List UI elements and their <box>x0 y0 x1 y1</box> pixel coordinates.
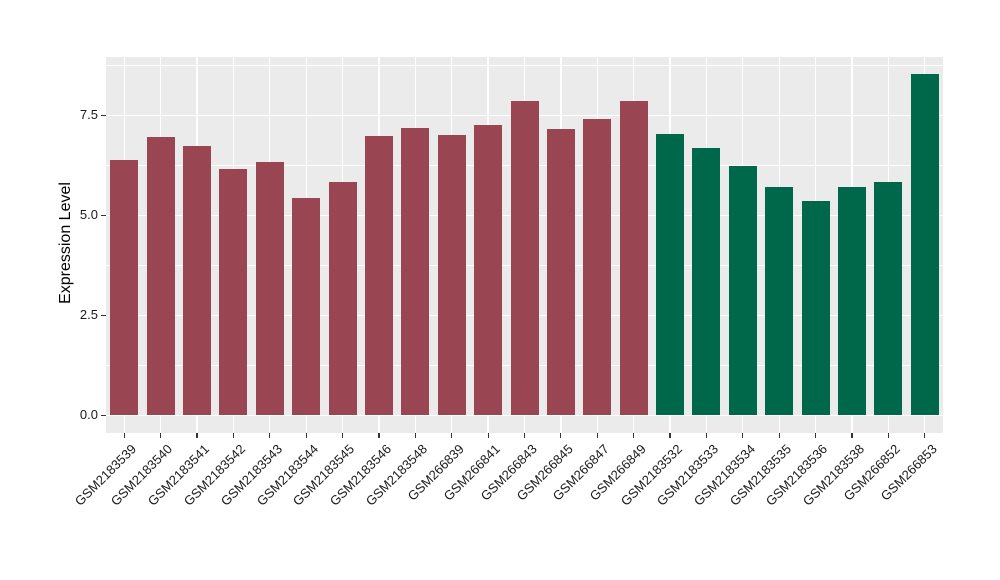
y-tick-label: 7.5 <box>79 107 98 123</box>
x-tick-mark <box>669 433 671 438</box>
x-tick-mark <box>778 433 780 438</box>
bar <box>255 161 284 416</box>
bar <box>874 181 903 416</box>
x-tick-mark <box>633 433 635 438</box>
y-tick-mark <box>101 214 106 216</box>
bar <box>219 168 248 416</box>
bar <box>510 100 539 416</box>
bar <box>619 100 648 416</box>
bar <box>182 145 211 416</box>
x-tick-mark <box>487 433 489 438</box>
x-tick-mark <box>159 433 162 438</box>
bar <box>692 147 721 416</box>
bar <box>910 73 939 416</box>
bar <box>401 127 430 416</box>
bar <box>437 134 466 416</box>
bar <box>364 136 393 416</box>
x-tick-mark <box>596 433 598 438</box>
bar <box>110 159 139 416</box>
x-tick-mark <box>123 433 125 438</box>
x-tick-mark <box>887 433 889 438</box>
bar <box>474 124 503 416</box>
x-tick-mark <box>232 433 234 438</box>
x-tick-mark <box>815 433 817 438</box>
x-tick-mark <box>742 433 744 438</box>
y-axis-title: Expression Level <box>57 182 74 304</box>
plot-panel <box>106 57 943 433</box>
x-tick-mark <box>341 433 344 438</box>
y-tick-mark <box>101 314 106 316</box>
x-tick-mark <box>378 433 380 438</box>
y-tick-label: 5.0 <box>79 207 98 223</box>
bar <box>801 201 830 416</box>
x-tick-mark <box>560 433 562 438</box>
bar <box>292 197 321 416</box>
x-tick-mark <box>851 433 853 438</box>
x-tick-mark <box>196 433 198 438</box>
y-tick-mark <box>101 414 106 416</box>
x-tick-mark <box>924 433 926 438</box>
bar <box>328 182 357 416</box>
bar <box>765 186 794 416</box>
x-tick-mark <box>451 433 453 438</box>
bar <box>728 165 757 416</box>
bar <box>546 128 575 416</box>
bar <box>146 136 175 416</box>
x-tick-mark <box>305 433 307 438</box>
bar <box>583 118 612 416</box>
x-tick-mark <box>523 433 526 438</box>
y-tick-label: 2.5 <box>79 307 98 323</box>
bar <box>838 187 867 416</box>
x-tick-mark <box>705 433 708 438</box>
y-tick-mark <box>101 114 106 116</box>
bar <box>656 133 685 416</box>
x-tick-mark <box>414 433 416 438</box>
y-tick-label: 0.0 <box>79 407 98 423</box>
x-tick-mark <box>269 433 271 438</box>
